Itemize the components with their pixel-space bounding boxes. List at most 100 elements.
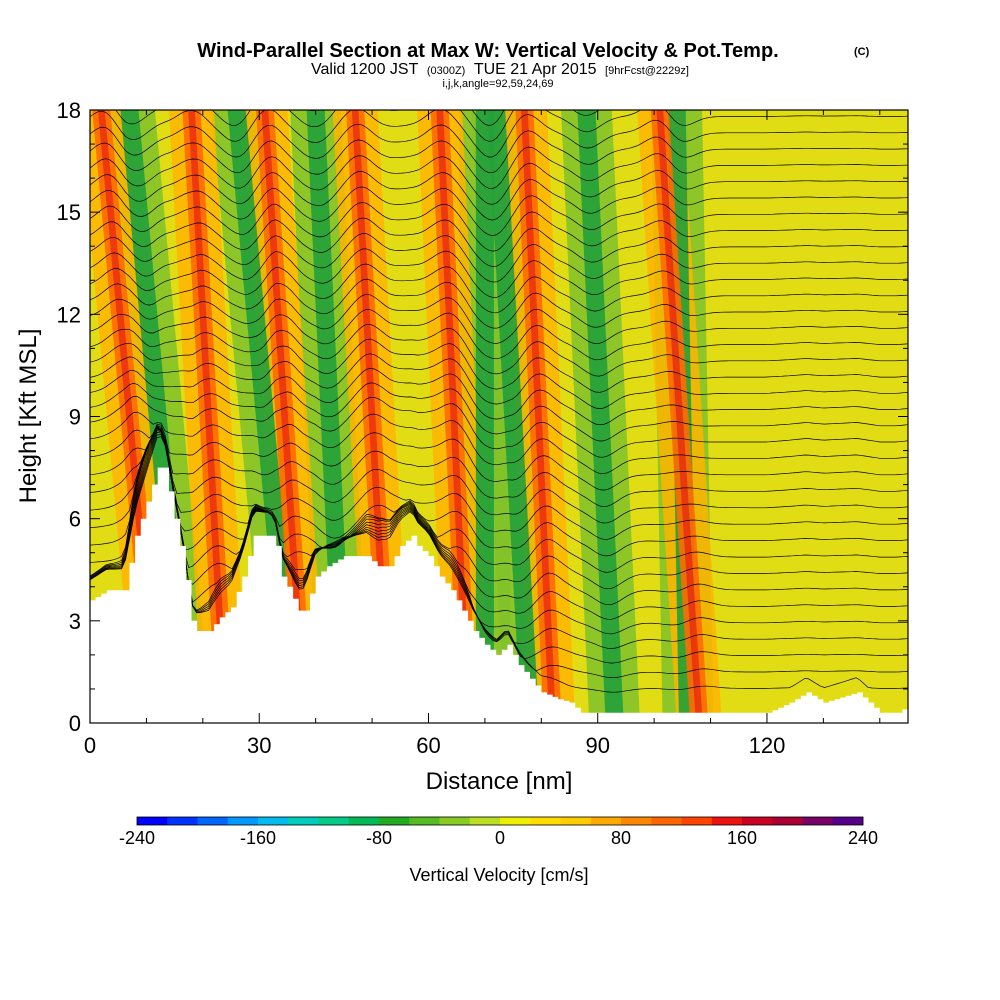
colorbar-tick-labels: -240 -160 -80 0 80 160 240	[119, 828, 878, 848]
colorbar-swatch	[469, 817, 501, 825]
colorbar-swatch	[621, 817, 652, 825]
x-tick-label: 90	[585, 733, 609, 758]
colorbar-swatch	[258, 817, 289, 825]
theta-contour-13	[90, 423, 908, 491]
utc-time-label: (0300Z)	[427, 65, 466, 77]
theta-contour-35	[115, 110, 908, 142]
colorbar-swatch	[167, 817, 198, 825]
colorbar-swatch	[227, 817, 259, 825]
theta-contour-12	[90, 424, 908, 507]
colorbar-swatch	[500, 817, 531, 825]
theta-contour-30	[90, 171, 908, 221]
x-axis-label: Distance [nm]	[426, 768, 573, 795]
y-tick-label: 15	[57, 200, 81, 225]
theta-contour-10	[90, 426, 908, 540]
theta-contour-29	[90, 186, 908, 236]
theta-contour-22	[90, 293, 908, 344]
colorbar-swatch	[651, 817, 682, 825]
theta-contour-25	[90, 248, 908, 298]
x-tick-label: 60	[416, 733, 440, 758]
colorbar-swatch	[137, 817, 168, 825]
theta-contour-18	[90, 353, 908, 409]
theta-contour-24	[90, 263, 908, 314]
colorbar-tick-label: 160	[727, 828, 757, 848]
theta-contour-27	[90, 217, 908, 267]
y-tick-label: 3	[69, 609, 81, 634]
colorbar-tick-label: -160	[240, 828, 276, 848]
colorbar-swatch	[409, 817, 440, 825]
theta-contour-5	[90, 427, 908, 620]
theta-contour-28	[90, 202, 908, 252]
plot-area	[90, 110, 908, 723]
theta-contour-1	[90, 434, 908, 678]
chart-title: Wind-Parallel Section at Max W: Vertical…	[197, 40, 778, 62]
colorbar-tick-label: -80	[366, 828, 392, 848]
y-tick-label: 12	[57, 302, 81, 327]
theta-contour-11	[90, 425, 908, 524]
colorbar-swatch	[590, 817, 622, 825]
y-tick-label: 6	[69, 507, 81, 532]
theta-contour-0	[90, 436, 908, 693]
theta-contour-4	[90, 428, 908, 635]
theta-contour-31	[90, 155, 908, 205]
colorbar-swatch	[681, 817, 713, 825]
colorbar-swatch	[802, 817, 834, 825]
theta-contour-6	[90, 426, 908, 606]
colorbar-label: Vertical Velocity [cm/s]	[409, 865, 588, 885]
colorbar-tick-label: -240	[119, 828, 155, 848]
y-tick-label: 18	[57, 98, 81, 123]
theta-contour-7	[90, 426, 908, 590]
theta-contour-17	[90, 368, 908, 426]
y-tick-label: 9	[69, 405, 81, 430]
theta-contour-9	[90, 426, 908, 557]
updraft-peak-band-4	[436, 110, 472, 723]
terrain-mask	[90, 467, 908, 723]
theta-contour-19	[90, 338, 908, 393]
colorbar-swatch	[348, 817, 380, 825]
theta-contour-36	[231, 110, 600, 126]
colorbar-swatch	[197, 817, 229, 825]
colorbar-tick-label: 240	[848, 828, 878, 848]
y-axis: 0 3 6 9 12 15 18	[57, 98, 908, 736]
updraft-peak-band-1	[188, 110, 229, 723]
theta-contour-2	[90, 432, 908, 664]
theta-contour-14	[90, 411, 908, 474]
colorbar-swatch	[318, 817, 350, 825]
theta-contour-33	[90, 123, 908, 174]
colorbar-swatch	[439, 817, 471, 825]
theta-contour-37	[488, 110, 490, 111]
colorbar-frame	[136, 816, 864, 826]
x-axis: 0 30 60 90 120	[84, 110, 881, 758]
theta-contour-20	[90, 324, 908, 377]
colorbar-swatch	[832, 817, 864, 825]
x-tick-label: 120	[749, 733, 786, 758]
y-tick-label: 0	[69, 711, 81, 736]
colorbar	[136, 816, 864, 826]
grid-index-label: i,j,k,angle=92,59,24,69	[442, 78, 553, 90]
colorbar-swatch	[288, 817, 319, 825]
theta-contour-21	[90, 309, 908, 361]
theta-contour-23	[90, 278, 908, 329]
theta-contour-8	[90, 426, 908, 573]
downdraft-core-band-3	[475, 110, 494, 723]
colorbar-swatch	[772, 817, 803, 825]
colorbar-swatch	[711, 817, 743, 825]
colorbar-swatch	[530, 817, 561, 825]
colorbar-tick-label: 80	[611, 828, 631, 848]
y-axis-label: Height [Kft MSL]	[15, 329, 42, 504]
x-tick-label: 0	[84, 733, 96, 758]
theta-contour-3	[90, 430, 908, 649]
potential-temperature-contours	[90, 110, 908, 693]
theta-contour-16	[90, 382, 908, 442]
updraft-peak-band-5	[521, 110, 556, 723]
colorbar-swatch	[379, 817, 410, 825]
colorbar-tick-label: 0	[495, 828, 505, 848]
copyright-mark: (C)	[854, 46, 870, 58]
updraft-peak-band-6	[656, 110, 703, 723]
theta-contour-15	[90, 396, 908, 458]
valid-date-label: TUE 21 Apr 2015	[474, 61, 597, 78]
theta-contour-26	[90, 233, 908, 283]
forecast-run-label: [9hrFcst@2229z]	[605, 65, 689, 77]
theta-contour-34	[90, 110, 908, 158]
